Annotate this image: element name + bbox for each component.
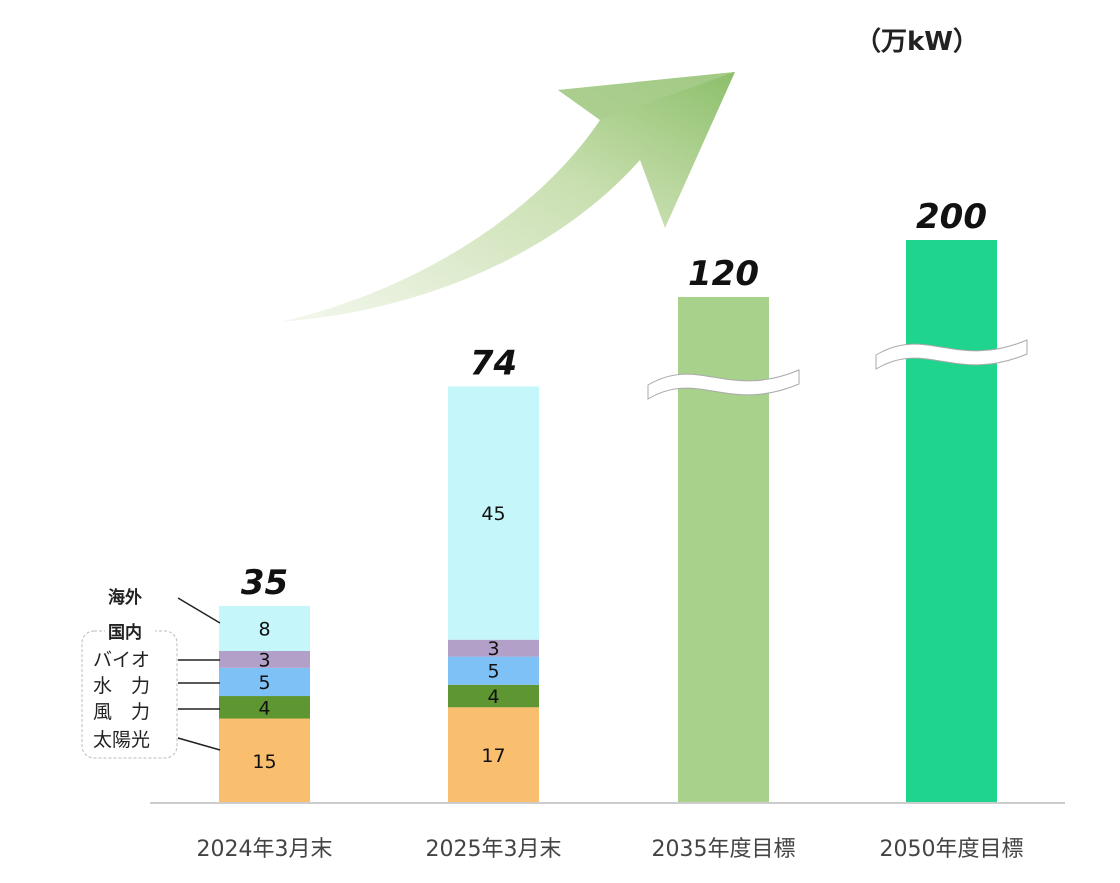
bar-segment-水力	[448, 656, 539, 685]
legend-domestic: 国内	[108, 622, 142, 643]
segment-value-label: 45	[481, 503, 505, 525]
total-value-label: 74	[470, 343, 517, 383]
category-label: 2025年3月末	[426, 837, 562, 862]
unit-label: （万kW）	[855, 27, 979, 57]
bar-segment-太陽光	[219, 718, 310, 803]
category-label: 2050年度目標	[880, 837, 1024, 862]
bar-segment-風力	[448, 684, 539, 708]
legend-bio: バイオ	[93, 649, 150, 671]
bar-segment-風力	[219, 696, 310, 719]
leader-overseas	[177, 597, 221, 624]
legend-overseas: 海外	[108, 587, 142, 608]
segment-value-label: 3	[258, 649, 270, 671]
growth-arrow-icon	[280, 72, 735, 322]
category-label: 2035年度目標	[652, 837, 796, 862]
total-value-label: 120	[688, 254, 759, 294]
legend-solar: 太陽光	[93, 729, 150, 751]
bar-segment-水力	[219, 667, 310, 697]
total-value-label: 200	[916, 197, 987, 237]
bar-target	[678, 297, 769, 803]
legend-hydro: 水 力	[93, 675, 150, 697]
segment-value-label: 3	[487, 638, 499, 660]
segment-value-label: 5	[487, 661, 499, 683]
segment-value-label: 15	[252, 751, 276, 773]
bar-target	[906, 240, 997, 803]
leader-solar	[177, 737, 221, 751]
growth-arrow-highlight	[558, 72, 735, 120]
bar-segment-海外	[448, 386, 539, 640]
axis-break-mark	[647, 369, 800, 400]
bar-segment-バイオ	[448, 639, 539, 657]
segment-value-label: 4	[258, 697, 270, 719]
bar-segment-太陽光	[448, 707, 539, 803]
segment-value-label: 5	[258, 672, 270, 694]
segment-value-label: 4	[487, 686, 499, 708]
legend-wind: 風 力	[93, 701, 150, 723]
category-label: 2024年3月末	[197, 837, 333, 862]
axis-break-mark	[875, 339, 1028, 370]
bar-segment-海外	[219, 605, 310, 651]
bar-segment-バイオ	[219, 650, 310, 668]
total-value-label: 35	[241, 563, 288, 603]
segment-value-label: 17	[481, 745, 505, 767]
segment-value-label: 8	[258, 618, 270, 640]
legend: 海外 国内 バイオ 水 力 風 力 太陽光	[81, 587, 221, 759]
